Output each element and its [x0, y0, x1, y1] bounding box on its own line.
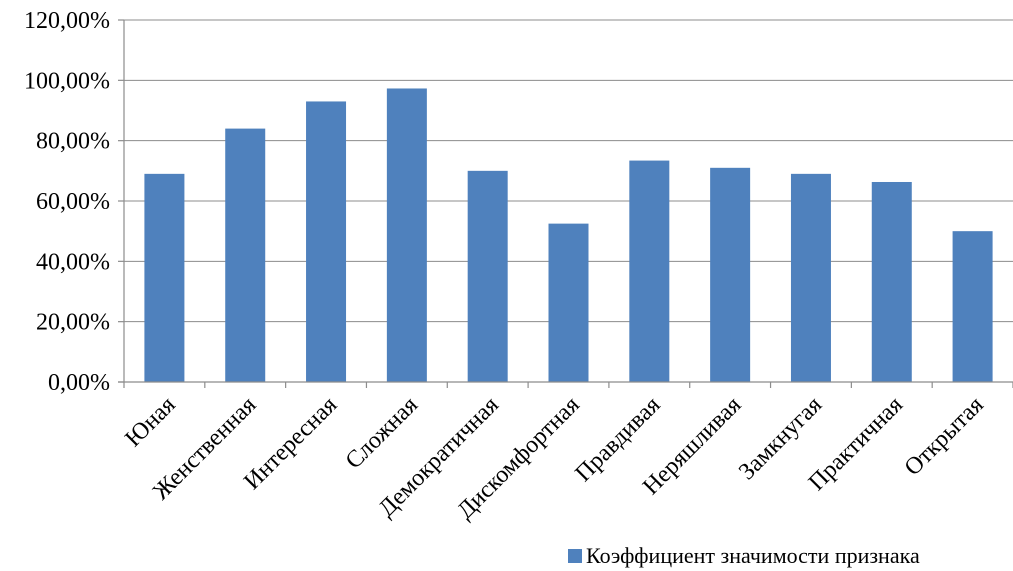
y-tick-label: 0,00%	[48, 370, 110, 396]
bar	[144, 173, 185, 382]
y-tick-label: 120,00%	[24, 8, 110, 34]
legend-label: Коэффициент значимости признака	[586, 543, 920, 568]
legend: Коэффициент значимости признака	[568, 541, 920, 571]
y-tick-label: 80,00%	[36, 129, 110, 155]
y-tick-label: 60,00%	[36, 189, 110, 215]
x-tick-label: Юная	[120, 392, 180, 452]
bar	[467, 170, 508, 382]
bar	[952, 231, 993, 382]
bar	[225, 128, 266, 382]
y-tick-label: 100,00%	[24, 68, 110, 94]
x-tick-label: Сложная	[341, 392, 423, 474]
bar	[306, 101, 347, 382]
y-tick-label: 20,00%	[36, 310, 110, 336]
bar	[386, 88, 427, 382]
y-axis-tick-labels: 0,00% 20,00% 40,00% 60,00% 80,00% 100,00% 120,…	[24, 8, 110, 396]
axes	[118, 19, 1013, 388]
bar	[629, 160, 670, 382]
bar	[710, 167, 751, 382]
bar	[548, 223, 589, 382]
bar	[871, 181, 912, 382]
x-tick-label: Открытая	[900, 392, 989, 481]
x-axis-tick-labels: ЮнаяЖенственнаяИнтереснаяСложнаяДемократ…	[120, 392, 988, 524]
y-tick-label: 40,00%	[36, 249, 110, 275]
gridlines	[124, 19, 1013, 323]
legend-swatch	[568, 549, 582, 563]
bar	[790, 173, 831, 382]
bars	[144, 88, 993, 382]
